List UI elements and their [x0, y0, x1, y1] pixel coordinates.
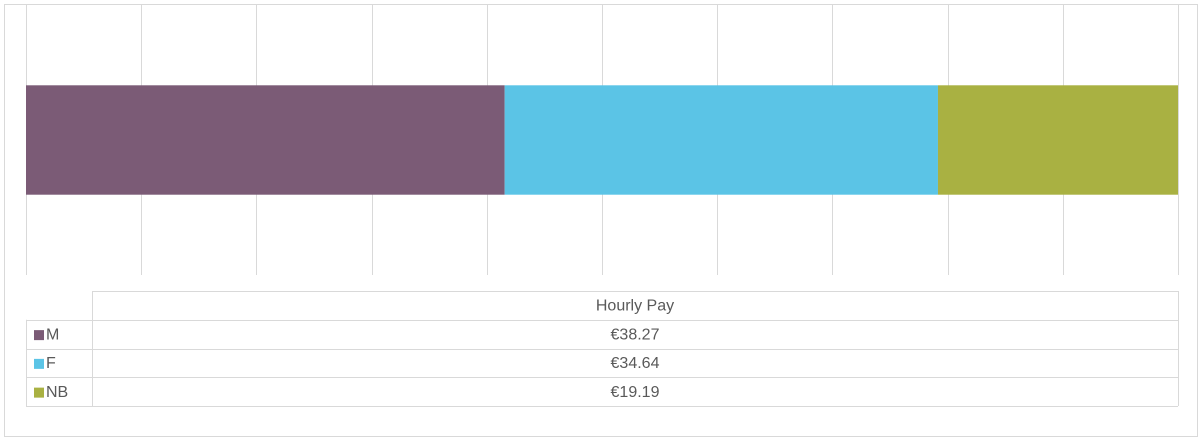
table-header: Hourly Pay: [596, 298, 674, 315]
data-label: €34.64: [611, 355, 660, 372]
legend-label: F: [46, 355, 56, 372]
legend-swatch: [34, 358, 44, 369]
bar-segment: [26, 85, 505, 195]
chart-border: [4, 4, 1198, 437]
bar-segment: [504, 85, 938, 195]
bar-segment: [937, 85, 1178, 195]
legend-label: M: [46, 326, 59, 343]
legend-swatch: [34, 387, 44, 398]
legend-label: NB: [46, 384, 68, 401]
data-label: €38.27: [611, 326, 660, 343]
legend-swatch: [34, 330, 44, 341]
data-label: €19.19: [611, 384, 660, 401]
